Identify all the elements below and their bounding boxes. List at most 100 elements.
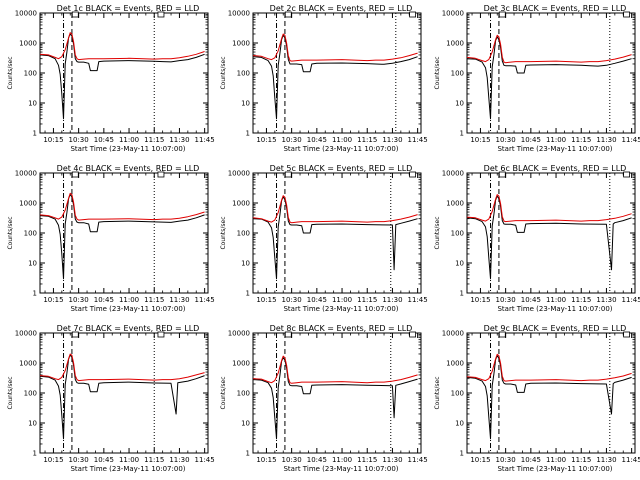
y-tick-label: 1 [246,130,250,138]
x-tick-label: 11:15 [144,136,164,144]
y-tick-label: 10 [28,260,37,268]
x-tick-label: 10:30 [282,136,302,144]
y-tick-label: 10 [455,100,464,108]
x-axis-label: Start Time (23-May-11 10:07:00) [70,465,185,473]
x-tick-label: 11:00 [546,296,566,304]
x-axis-label: Start Time (23-May-11 10:07:00) [497,305,612,313]
x-tick-label: 10:45 [521,456,541,464]
chart-title: Det 3c BLACK = Events, RED = LLD [484,4,627,13]
lld-series-line [466,34,632,64]
chart-panel-6: Det 6c BLACK = Events, RED = LLD Counts/s… [434,164,640,313]
x-tick-label: 11:00 [119,136,139,144]
interval-box-marker [623,11,630,18]
lld-series-line [252,195,418,224]
x-tick-label: 10:30 [496,296,516,304]
interval-box-marker [498,11,506,18]
interval-box-marker [71,11,79,18]
interval-box-marker [409,331,417,338]
y-axis-label: Counts/sec [434,376,441,409]
chart-title: Det 4c BLACK = Events, RED = LLD [57,164,200,173]
x-tick-label: 11:15 [144,296,164,304]
y-tick-label: 10000 [228,10,250,18]
x-tick-label: 11:30 [596,456,616,464]
x-tick-label: 11:45 [195,136,215,144]
x-tick-label: 11:45 [622,296,640,304]
x-axis-label: Start Time (23-May-11 10:07:00) [497,145,612,153]
y-axis-label: Counts/sec [434,56,441,89]
interval-box-marker [284,331,292,338]
lld-series-line [252,355,418,384]
events-series-line [39,354,205,440]
y-tick-label: 100 [451,230,464,238]
y-tick-label: 100 [237,230,250,238]
y-tick-label: 10000 [228,170,250,178]
x-tick-label: 10:45 [94,296,114,304]
x-tick-label: 11:45 [622,456,640,464]
events-series-line [466,195,632,280]
y-axis-label: Counts/sec [7,376,14,409]
x-tick-label: 10:15 [43,456,63,464]
x-tick-label: 11:15 [571,296,591,304]
x-tick-label: 10:15 [470,456,490,464]
y-tick-label: 1 [33,290,37,298]
x-tick-label: 10:30 [496,136,516,144]
chart-panel-9: Det 9c BLACK = Events, RED = LLD Counts/s… [434,324,640,473]
chart-title: Det 2c BLACK = Events, RED = LLD [270,4,413,13]
x-axis-label: Start Time (23-May-11 10:07:00) [283,465,398,473]
x-tick-label: 10:45 [94,456,114,464]
chart-panel-8: Det 8c BLACK = Events, RED = LLD Counts/s… [220,324,428,473]
events-series-line [39,194,205,280]
x-tick-label: 11:00 [119,456,139,464]
x-tick-label: 11:30 [382,136,402,144]
y-tick-label: 100 [451,390,464,398]
y-tick-label: 1000 [232,360,250,368]
x-axis-label: Start Time (23-May-11 10:07:00) [70,145,185,153]
chart-title: Det 6c BLACK = Events, RED = LLD [484,164,627,173]
x-tick-label: 11:30 [169,456,189,464]
y-axis-label: Counts/sec [220,376,227,409]
y-tick-label: 1000 [446,360,464,368]
interval-box-marker [284,11,292,18]
y-tick-label: 1 [246,450,250,458]
interval-box-marker [71,171,79,178]
y-tick-label: 1000 [19,360,37,368]
x-tick-label: 11:30 [382,296,402,304]
x-tick-label: 10:15 [470,296,490,304]
y-tick-label: 1000 [446,200,464,208]
y-tick-label: 100 [237,390,250,398]
chart-panel-1: Det 1c BLACK = Events, RED = LLD Counts/s… [7,4,215,153]
x-tick-label: 11:00 [332,296,352,304]
chart-panel-2: Det 2c BLACK = Events, RED = LLD Counts/s… [220,4,428,153]
x-tick-label: 11:15 [571,456,591,464]
x-tick-label: 11:30 [169,296,189,304]
interval-box-marker [71,331,79,338]
y-tick-label: 10000 [442,170,464,178]
x-tick-label: 10:30 [69,456,89,464]
x-tick-label: 11:15 [357,296,377,304]
x-tick-label: 11:45 [408,136,428,144]
x-tick-label: 11:00 [332,456,352,464]
chart-panel-7: Det 7c BLACK = Events, RED = LLD Counts/s… [7,324,215,473]
y-axis-label: Counts/sec [220,216,227,249]
interval-box-marker [157,171,165,178]
interval-box-marker [409,11,417,18]
x-tick-label: 10:30 [69,136,89,144]
x-tick-label: 11:30 [596,296,616,304]
x-axis-label: Start Time (23-May-11 10:07:00) [497,465,612,473]
chart-panel-5: Det 5c BLACK = Events, RED = LLD Counts/s… [220,164,428,313]
events-series-line [39,33,205,120]
lld-series-line [39,32,205,61]
x-tick-label: 10:15 [256,456,276,464]
events-series-line [252,34,418,120]
x-tick-label: 11:30 [382,456,402,464]
interval-box-marker [623,171,630,178]
y-tick-label: 1 [33,130,37,138]
y-tick-label: 1000 [19,40,37,48]
y-tick-label: 1000 [232,40,250,48]
x-tick-label: 11:45 [195,296,215,304]
x-tick-label: 11:00 [546,456,566,464]
x-tick-label: 10:15 [470,136,490,144]
y-tick-label: 1000 [446,40,464,48]
y-axis-label: Counts/sec [220,56,227,89]
